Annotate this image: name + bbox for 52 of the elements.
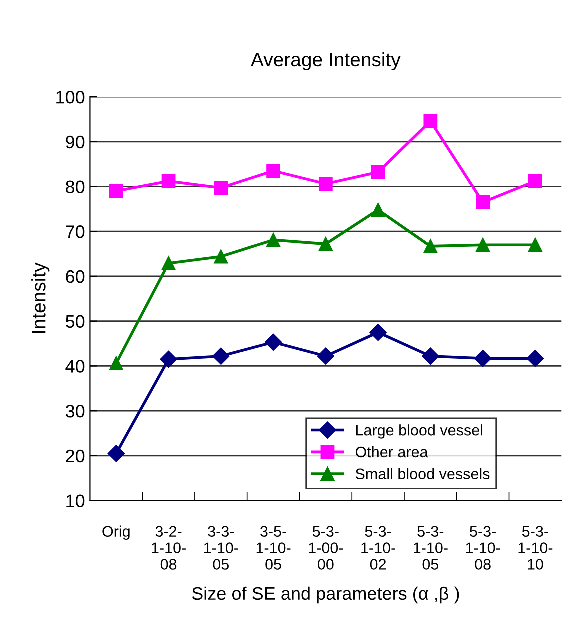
- y-tick-label: 40: [66, 360, 85, 373]
- point: [214, 181, 228, 196]
- point: [528, 238, 542, 252]
- point: [370, 324, 387, 342]
- x-tick-label: 5-3- 1-10- 05: [414, 526, 448, 570]
- point: [266, 233, 280, 248]
- point: [214, 250, 228, 264]
- point: [371, 165, 386, 180]
- chart-title: Average Intensity: [251, 52, 401, 71]
- point: [474, 350, 492, 368]
- point: [264, 334, 282, 351]
- y-tick-label: 90: [66, 136, 85, 149]
- x-axis-title: Size of SE and parameters (α ,β ): [192, 586, 460, 604]
- point: [424, 114, 438, 128]
- point: [266, 164, 280, 178]
- point: [160, 350, 178, 368]
- point: [318, 177, 333, 192]
- x-tick-label: 3-5- 1-10- 05: [256, 526, 291, 570]
- y-tick-label: 80: [66, 180, 85, 194]
- point: [318, 237, 333, 252]
- point: [162, 174, 176, 188]
- point: [526, 350, 544, 368]
- point: [528, 174, 542, 188]
- y-tick-label: 30: [66, 405, 85, 418]
- point: [108, 445, 125, 462]
- point: [424, 239, 438, 254]
- y-tick-label: 100: [56, 90, 85, 104]
- x-tick-label: Orig: [102, 526, 130, 540]
- x-tick-label: 3-3- 1-10- 05: [204, 526, 238, 570]
- legend-label: Large blood vessel: [356, 424, 482, 439]
- point: [371, 203, 386, 218]
- point: [212, 348, 230, 365]
- x-tick-label: 5-3- 1-00- 00: [309, 526, 344, 570]
- point: [476, 196, 490, 210]
- y-axis-title: Intensity: [32, 262, 50, 334]
- y-tick-label: 10: [66, 494, 85, 508]
- y-tick-label: 50: [66, 315, 85, 328]
- y-tick-label: 70: [66, 226, 85, 238]
- point: [109, 356, 124, 370]
- point: [109, 184, 124, 198]
- y-tick-label: 20: [66, 450, 85, 463]
- point: [422, 348, 440, 365]
- legend-label: Other area: [356, 446, 428, 458]
- point: [317, 348, 334, 365]
- x-tick-label: 5-3- 1-10- 02: [362, 526, 396, 570]
- x-tick-label: 3-2- 1-10- 08: [152, 526, 186, 570]
- point: [476, 238, 490, 252]
- x-tick-label: 5-3- 1-10- 10: [518, 526, 553, 570]
- x-tick-label: 5-3- 1-10- 08: [466, 526, 500, 570]
- legend-label: Small blood vessels: [356, 468, 490, 480]
- point: [162, 256, 176, 270]
- y-tick-label: 60: [66, 270, 85, 284]
